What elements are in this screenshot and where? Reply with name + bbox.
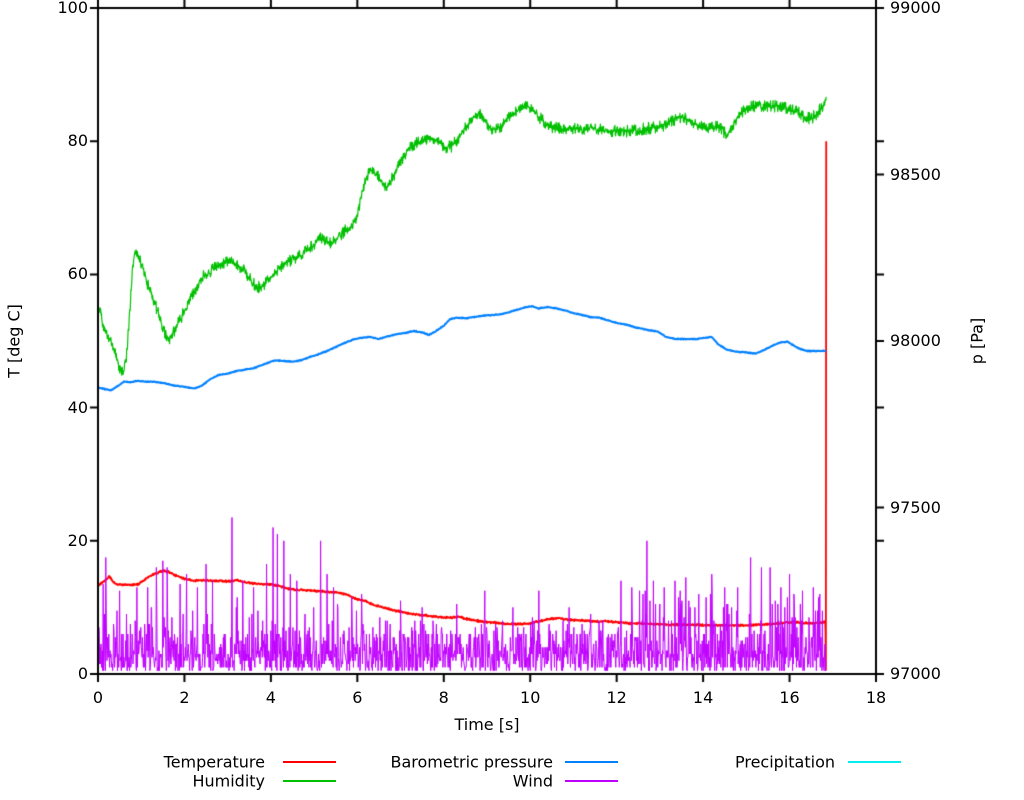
legend-swatch-humidity <box>283 780 336 782</box>
y-axis-tick-label: 20 <box>67 530 88 550</box>
x-axis-tick-label: 16 <box>779 688 800 707</box>
x-axis-title: Time [s] <box>454 715 520 734</box>
legend-swatch-precipitation <box>848 761 901 763</box>
y-axis-title: T [deg C] <box>4 304 24 378</box>
y-axis-tick-label: 60 <box>67 264 88 284</box>
y2-axis-title: p [Pa] <box>967 317 987 365</box>
legend-swatch-temperature <box>283 761 336 763</box>
y-axis-tick-label: 80 <box>67 131 88 151</box>
legend-label-humidity: Humidity <box>192 771 265 791</box>
legend-label-wind: Wind <box>512 771 553 791</box>
x-axis-tick-label: 14 <box>692 688 714 707</box>
y2-axis-tick-label: 98500 <box>890 164 941 184</box>
x-axis-tick-label: 18 <box>865 688 887 707</box>
y2-axis-tick-label: 97000 <box>890 664 941 683</box>
legend-swatch-wind <box>565 780 618 782</box>
y-axis-tick-label: 0 <box>77 664 88 683</box>
x-axis-tick-label: 10 <box>520 688 541 707</box>
legend-label-barometric-pressure: Barometric pressure <box>390 752 553 772</box>
x-axis-tick-label: 0 <box>92 688 104 707</box>
x-axis-tick-label: 8 <box>438 688 449 707</box>
y2-axis-tick-label: 98000 <box>890 331 941 350</box>
legend-swatch-barometric-pressure <box>565 761 618 763</box>
y2-axis-tick-label: 97500 <box>890 497 941 517</box>
y2-axis-tick-label: 99000 <box>890 0 941 17</box>
x-axis-tick-label: 2 <box>179 688 190 707</box>
x-axis-tick-label: 12 <box>606 688 627 707</box>
legend-label-temperature: Temperature <box>163 752 265 772</box>
legend-label-precipitation: Precipitation <box>734 752 835 772</box>
y-axis-tick-label: 40 <box>67 397 88 417</box>
x-axis-tick-label: 6 <box>352 688 363 707</box>
x-axis-tick-label: 4 <box>265 688 276 707</box>
y-axis-tick-label: 100 <box>57 0 88 17</box>
